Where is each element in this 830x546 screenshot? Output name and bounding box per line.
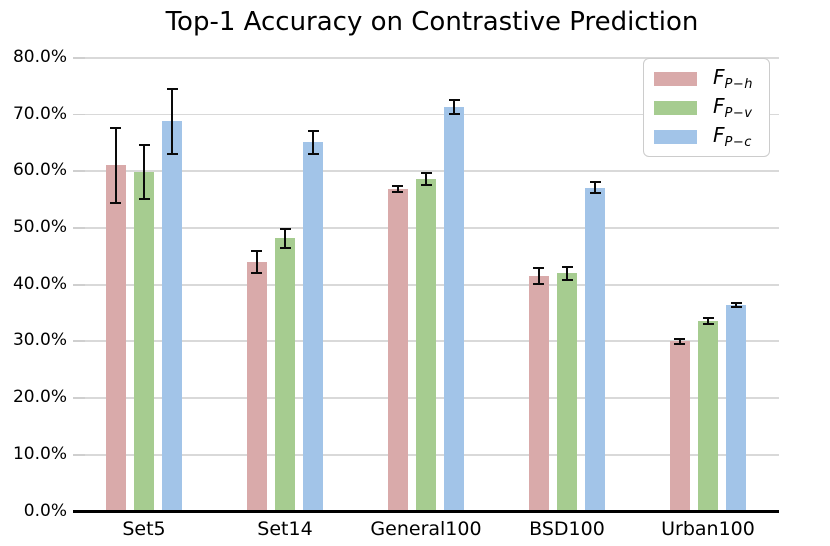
error-bar-cap bbox=[138, 144, 150, 147]
error-bar-cap bbox=[420, 171, 432, 174]
error-bar bbox=[114, 127, 117, 203]
legend: FP−h FP−v FP−c bbox=[643, 58, 770, 157]
error-bar bbox=[707, 317, 709, 325]
error-bar-cap bbox=[166, 153, 178, 156]
error-bar-cap bbox=[674, 342, 686, 345]
error-bar bbox=[143, 145, 145, 199]
error-bar bbox=[312, 131, 315, 154]
bar bbox=[585, 187, 606, 512]
error-bar-cap bbox=[251, 272, 263, 275]
y-tick-label: 50.0% bbox=[12, 217, 67, 238]
y-tick-label: 60.0% bbox=[12, 160, 67, 181]
bar bbox=[698, 321, 718, 512]
error-bar-cap bbox=[702, 323, 714, 326]
error-bar-cap bbox=[110, 201, 122, 204]
y-tick-label: 70.0% bbox=[12, 103, 67, 124]
error-bar-cap bbox=[110, 126, 122, 129]
bar bbox=[726, 305, 747, 512]
legend-swatch bbox=[654, 129, 697, 144]
y-tick bbox=[73, 397, 85, 399]
error-bar-cap bbox=[392, 185, 404, 188]
bar bbox=[416, 178, 436, 512]
y-tick-label: 10.0% bbox=[12, 443, 67, 464]
error-bar-cap bbox=[307, 130, 319, 133]
legend-item: FP−h bbox=[650, 64, 763, 92]
error-bar-cap bbox=[533, 282, 545, 285]
y-tick-label: 0.0% bbox=[23, 500, 67, 521]
y-tick bbox=[73, 283, 85, 286]
y-tick bbox=[73, 170, 85, 173]
gridline bbox=[85, 57, 779, 59]
x-category-label: Set14 bbox=[257, 517, 313, 540]
y-tick bbox=[73, 113, 85, 116]
y-tick-label: 20.0% bbox=[12, 387, 67, 408]
y-tick bbox=[73, 57, 85, 59]
error-bar-cap bbox=[730, 302, 742, 305]
x-category-label: Urban100 bbox=[661, 517, 755, 540]
error-bar-cap bbox=[589, 192, 601, 195]
y-tick bbox=[73, 453, 85, 456]
legend-label: FP−v bbox=[713, 93, 753, 121]
error-bar bbox=[425, 172, 427, 185]
error-bar-cap bbox=[561, 279, 573, 282]
bar bbox=[557, 273, 577, 512]
error-bar bbox=[171, 88, 174, 155]
bar bbox=[162, 121, 183, 512]
error-bar-cap bbox=[420, 183, 432, 186]
error-bar-cap bbox=[730, 305, 742, 308]
error-bar-cap bbox=[448, 112, 460, 115]
bar bbox=[105, 165, 126, 512]
error-bar-cap bbox=[589, 181, 601, 184]
error-bar bbox=[284, 228, 286, 248]
error-bar-cap bbox=[702, 316, 714, 319]
bar bbox=[246, 262, 267, 512]
gridline bbox=[85, 113, 779, 116]
x-category-label: Set5 bbox=[122, 517, 166, 540]
error-bar-cap bbox=[674, 338, 686, 341]
error-bar bbox=[735, 303, 738, 307]
chart-title: Top-1 Accuracy on Contrastive Prediction bbox=[165, 7, 699, 37]
error-bar-cap bbox=[392, 190, 404, 193]
legend-item: FP−v bbox=[650, 93, 763, 121]
y-tick bbox=[73, 340, 85, 343]
y-tick-label: 40.0% bbox=[12, 273, 67, 294]
y-tick-label: 30.0% bbox=[12, 330, 67, 351]
error-bar bbox=[678, 339, 681, 344]
y-tick bbox=[73, 227, 85, 229]
bar bbox=[528, 275, 549, 512]
bar bbox=[669, 341, 690, 512]
error-bar-cap bbox=[279, 227, 291, 230]
y-tick-label: 80.0% bbox=[12, 47, 67, 67]
error-bar-cap bbox=[279, 246, 291, 249]
error-bar-cap bbox=[138, 197, 150, 200]
error-bar bbox=[566, 266, 568, 281]
gridline bbox=[85, 170, 779, 173]
error-bar-cap bbox=[166, 87, 178, 90]
legend-item: FP−c bbox=[650, 122, 763, 150]
error-bar bbox=[537, 267, 540, 284]
x-category-label: General100 bbox=[370, 517, 482, 540]
legend-swatch bbox=[654, 100, 697, 115]
error-bar-cap bbox=[307, 152, 319, 155]
legend-label: FP−c bbox=[713, 122, 752, 150]
error-bar-cap bbox=[533, 266, 545, 269]
error-bar-cap bbox=[251, 249, 263, 252]
legend-swatch bbox=[654, 71, 697, 86]
bar bbox=[134, 171, 154, 512]
error-bar bbox=[255, 250, 258, 274]
bar bbox=[303, 142, 324, 512]
bar bbox=[387, 188, 408, 512]
error-bar bbox=[594, 182, 597, 194]
x-category-label: BSD100 bbox=[529, 517, 605, 540]
bar bbox=[275, 238, 295, 512]
error-bar-cap bbox=[448, 98, 460, 101]
x-axis-line bbox=[73, 510, 779, 513]
error-bar bbox=[396, 186, 399, 192]
error-bar bbox=[453, 99, 456, 114]
error-bar-cap bbox=[561, 265, 573, 268]
bar bbox=[444, 106, 465, 512]
legend-label: FP−h bbox=[713, 64, 753, 92]
